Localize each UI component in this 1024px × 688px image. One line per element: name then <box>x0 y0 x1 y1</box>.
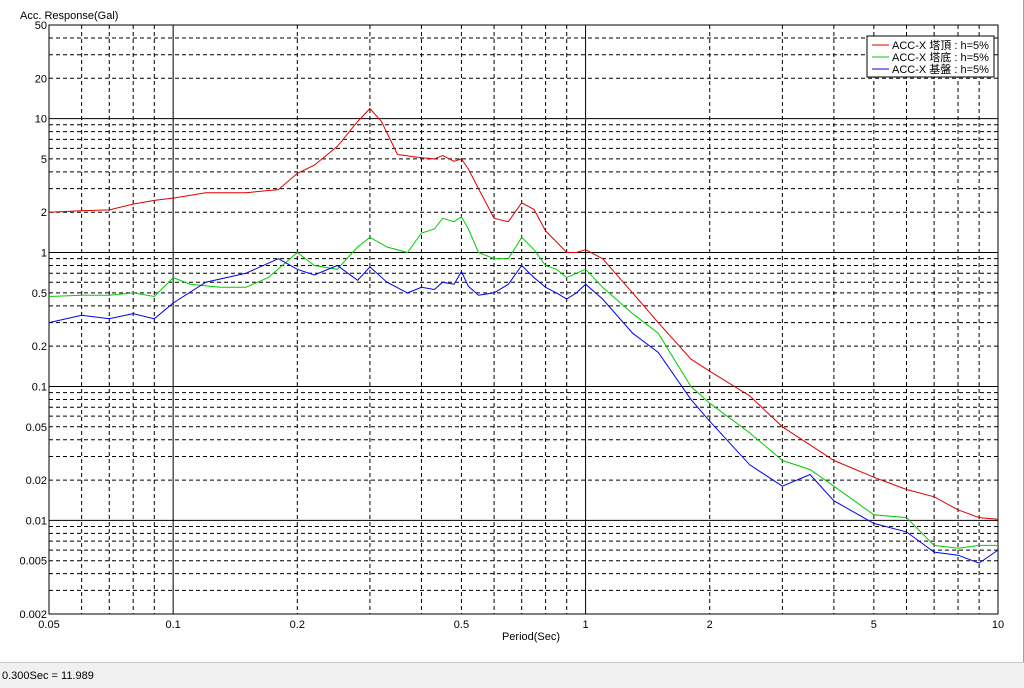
y-tick-label: 0.5 <box>32 288 47 300</box>
x-axis-tick-labels: 0.05 0.1 0.2 0.5 1 2 5 10 <box>38 619 1004 631</box>
x-axis-title: Period(Sec) <box>502 631 560 643</box>
x-tick-label: 10 <box>992 619 1004 631</box>
y-tick-label: 0.005 <box>19 556 47 568</box>
response-spectrum-chart: Acc. Response(Gal) Period(Sec) 50 20 10 5 2 1… <box>19 10 1004 643</box>
x-tick-label: 0.5 <box>454 619 469 631</box>
x-tick-label: 0.2 <box>290 619 305 631</box>
chart-area: Acc. Response(Gal) Period(Sec) 50 20 10 5 2 1… <box>19 0 1024 662</box>
status-bar: 0.300Sec = 11.989 <box>0 662 1024 688</box>
x-tick-label: 5 <box>871 619 877 631</box>
series-lines <box>48 107 999 564</box>
legend-label: ACC-X 塔底 : h=5% <box>892 50 989 64</box>
y-tick-label: 0.01 <box>26 515 47 527</box>
y-tick-label: 0.05 <box>26 422 47 434</box>
y-tick-label: 1 <box>41 248 47 260</box>
y-axis-title: Acc. Response(Gal) <box>20 10 118 22</box>
x-tick-label: 0.05 <box>38 619 59 631</box>
x-tick-label: 0.1 <box>166 619 181 631</box>
series-line-1 <box>48 107 999 520</box>
y-tick-label: 5 <box>41 154 47 166</box>
y-tick-label: 50 <box>35 20 47 32</box>
y-axis-tick-labels: 50 20 10 5 2 1 0.5 0.2 0.1 0.05 0.02 0.01 0.005 0.002 <box>19 20 47 621</box>
y-tick-label: 10 <box>35 114 47 126</box>
legend-label: ACC-X 基盤 : h=5% <box>892 63 989 76</box>
legend: ACC-X 塔頂 : h=5%ACC-X 塔底 : h=5%ACC-X 基盤 :… <box>866 35 995 78</box>
series-line-2 <box>48 216 998 549</box>
x-tick-label: 2 <box>707 619 713 631</box>
status-readout: 0.300Sec = 11.989 <box>2 670 94 682</box>
y-tick-label: 0.002 <box>19 609 47 621</box>
y-tick-label: 2 <box>41 207 47 219</box>
x-tick-label: 1 <box>583 619 589 631</box>
series-line-3 <box>48 258 999 564</box>
y-tick-label: 20 <box>35 73 47 85</box>
y-tick-label: 0.2 <box>32 341 47 353</box>
legend-label: ACC-X 塔頂 : h=5% <box>892 39 989 52</box>
plot-frame <box>48 24 999 615</box>
y-tick-label: 0.1 <box>32 381 47 393</box>
grid-lines <box>49 25 998 614</box>
y-tick-label: 0.02 <box>26 475 47 487</box>
